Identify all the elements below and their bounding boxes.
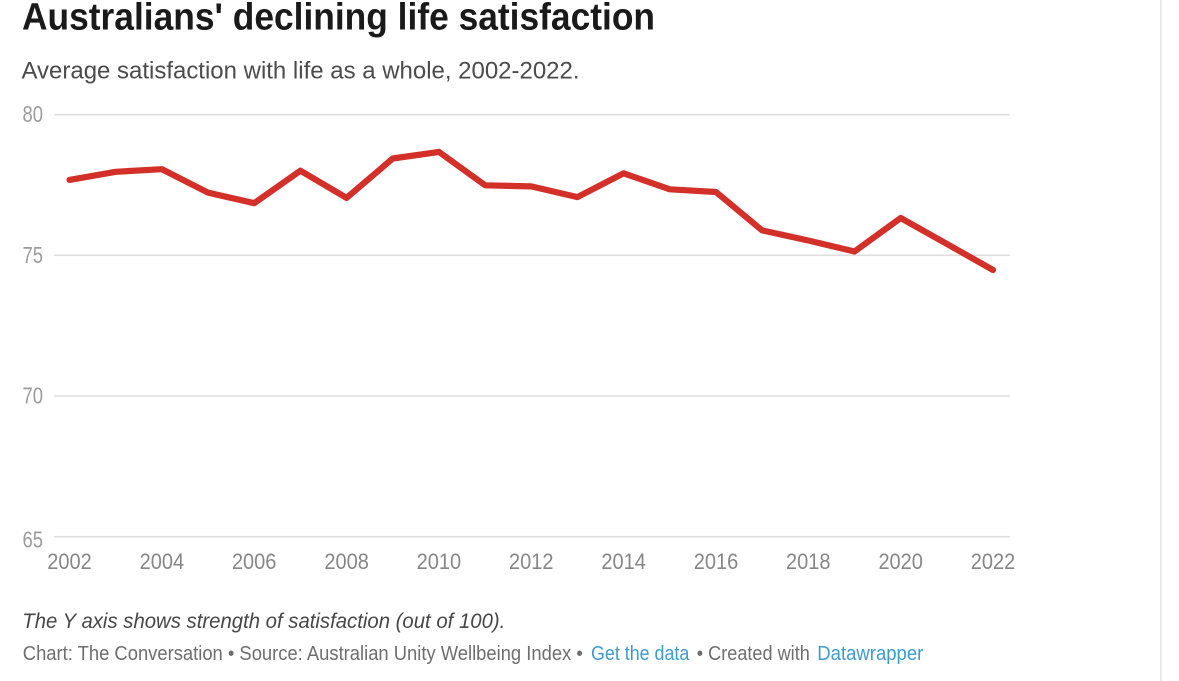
svg-text:65: 65 — [23, 527, 44, 553]
svg-text:2012: 2012 — [509, 549, 554, 574]
svg-text:2008: 2008 — [324, 549, 369, 574]
svg-text:2020: 2020 — [878, 549, 923, 574]
svg-text:2002: 2002 — [47, 549, 92, 574]
svg-text:2004: 2004 — [140, 549, 185, 574]
svg-text:70: 70 — [23, 382, 44, 408]
svg-text:Australians' declining life sa: Australians' declining life satisfaction — [22, 0, 655, 38]
svg-text:2010: 2010 — [417, 549, 462, 574]
svg-text:Chart: The Conversation • Sour: Chart: The Conversation • Source: Austra… — [23, 643, 583, 665]
svg-text:Average satisfaction with life: Average satisfaction with life as a whol… — [22, 57, 580, 84]
svg-text:2006: 2006 — [232, 549, 277, 574]
svg-text:2014: 2014 — [601, 549, 646, 574]
svg-text:2018: 2018 — [786, 549, 831, 574]
svg-text:Datawrapper: Datawrapper — [817, 643, 923, 665]
svg-text:Get the data: Get the data — [591, 643, 690, 665]
svg-text:The Y axis shows strength of s: The Y axis shows strength of satisfactio… — [22, 610, 505, 633]
svg-text:2016: 2016 — [694, 549, 739, 574]
svg-text:75: 75 — [23, 242, 44, 268]
svg-text:80: 80 — [23, 101, 44, 127]
svg-text:• Created with: • Created with — [697, 643, 810, 665]
svg-text:2022: 2022 — [971, 549, 1016, 574]
